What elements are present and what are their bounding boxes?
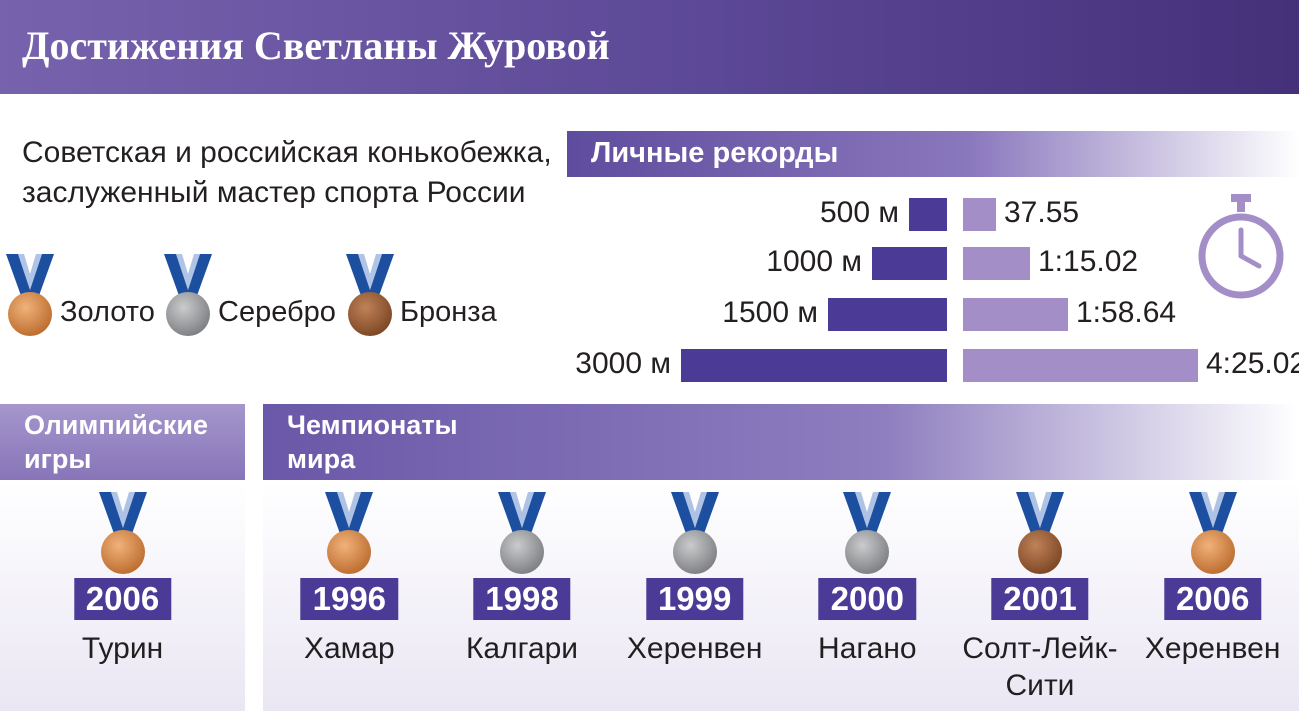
event-year: 1996 — [300, 578, 399, 620]
silver-medal-icon — [164, 254, 212, 336]
gold-medal-icon — [1188, 492, 1237, 574]
record-time: 1:15.02 — [1038, 245, 1139, 278]
record-time: 4:25.02 — [1206, 347, 1299, 380]
olympics-panel: 2006 Турин — [0, 482, 246, 711]
olympics-heading: Олимпийские игры — [24, 410, 209, 474]
gold-medal-icon — [6, 254, 54, 336]
record-time: 37.55 — [1004, 196, 1080, 229]
subtitle: Советская и российская конькобежка, засл… — [22, 136, 552, 209]
event-year: 2006 — [73, 578, 172, 620]
worlds-panel: 1996 Хамар 1998 Калгари 1999 Херенвен 2000 Н… — [263, 482, 1299, 711]
event-year: 2006 — [1163, 578, 1262, 620]
record-distance-label: 1000 м — [766, 245, 862, 278]
event-column: 1996 Хамар — [263, 482, 436, 711]
legend-label: Серебро — [218, 296, 336, 328]
event-city: Херенвен — [1144, 632, 1281, 665]
event-year: 2000 — [818, 578, 917, 620]
event-city: Солт-Лейк-Сити — [962, 632, 1118, 702]
records-heading-bar: Личные рекорды — [567, 131, 1299, 177]
event-column: 2006 Херенвен — [1126, 482, 1299, 711]
record-bar-left — [909, 198, 947, 231]
event-city: Хамар — [303, 632, 395, 665]
silver-medal-icon — [670, 492, 719, 574]
header-bar: Достижения Светланы Журовой — [0, 0, 1299, 94]
silver-medal-icon — [843, 492, 892, 574]
bronze-medal-icon — [1015, 492, 1064, 574]
event-year: 1998 — [473, 578, 571, 620]
record-bar-right — [963, 247, 1030, 280]
record-distance-label: 500 м — [819, 196, 899, 229]
record-bar-right — [963, 198, 996, 231]
stopwatch-icon — [1198, 194, 1284, 299]
silver-medal-icon — [497, 492, 546, 574]
event-column: 2001 Солт-Лейк-Сити — [954, 482, 1127, 711]
bronze-medal-icon — [346, 254, 394, 336]
legend-label: Золото — [60, 296, 155, 328]
event-year: 2001 — [991, 578, 1089, 620]
gold-medal-icon — [325, 492, 374, 574]
record-bar-right — [963, 349, 1198, 382]
event-year: 1999 — [645, 578, 744, 620]
records-heading: Личные рекорды — [591, 137, 839, 169]
event-column: 1998 Калгари — [436, 482, 609, 711]
record-bar-right — [963, 298, 1068, 331]
event-column: 1999 Херенвен — [608, 482, 781, 711]
event-city: Турин — [81, 632, 164, 665]
olympics-heading-box: Олимпийские игры — [0, 404, 245, 480]
page-title: Достижения Светланы Журовой — [22, 23, 610, 68]
record-time: 1:58.64 — [1076, 296, 1177, 329]
record-bar-left — [872, 247, 947, 280]
record-bar-left — [828, 298, 947, 331]
worlds-heading-box: Чемпионаты мира — [263, 404, 1299, 480]
record-distance-label: 3000 м — [575, 347, 671, 380]
event-column: 2006 Турин — [0, 482, 245, 711]
record-bar-left — [681, 349, 947, 382]
worlds-heading: Чемпионаты мира — [287, 410, 458, 474]
record-distance-label: 1500 м — [722, 296, 818, 329]
legend-label: Бронза — [400, 296, 497, 328]
gold-medal-icon — [98, 492, 147, 574]
event-column: 2000 Нагано — [781, 482, 954, 711]
event-city: Калгари — [465, 632, 579, 665]
event-city: Херенвен — [626, 632, 763, 665]
event-city: Нагано — [818, 632, 917, 665]
